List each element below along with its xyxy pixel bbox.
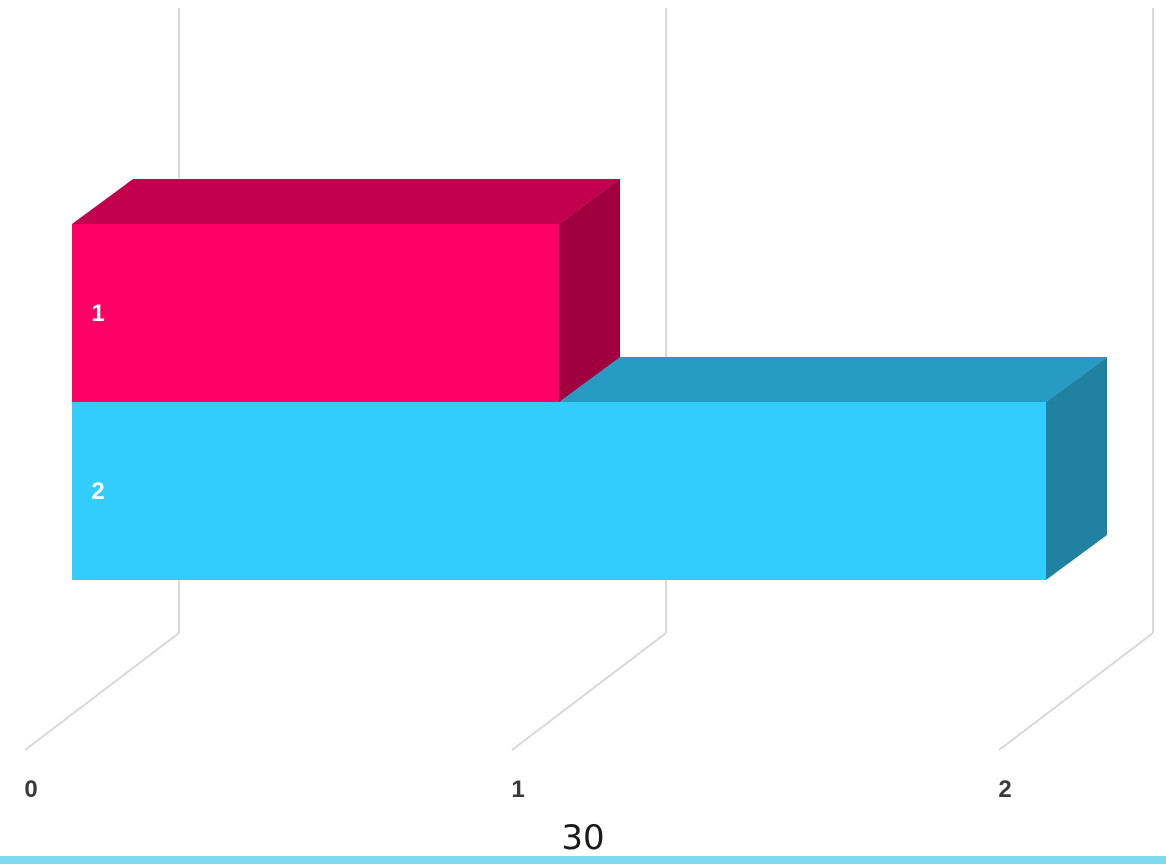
- bar-data-label-1: 2: [91, 478, 104, 505]
- x-axis-ticks: 0 1 2: [24, 776, 1011, 803]
- bar-1: [72, 179, 620, 402]
- x-tick-label-0: 0: [24, 776, 37, 803]
- footer-band: [0, 856, 1166, 864]
- x-tick-label-1: 1: [511, 776, 524, 803]
- bar-top-face-0: [72, 179, 620, 224]
- x-tick-label-2: 2: [998, 776, 1011, 803]
- bar-front-face-1: [72, 402, 1046, 580]
- gridline-floor-2: [998, 632, 1154, 751]
- gridline-floor-1: [511, 632, 667, 751]
- gridline-floor-0: [24, 632, 180, 751]
- bar-data-label-0: 1: [91, 300, 104, 327]
- bar-side-face-0: [559, 179, 620, 402]
- labels-layer: 21: [91, 300, 104, 505]
- bar-front-face-0: [72, 224, 559, 402]
- bars-layer: [72, 179, 1107, 580]
- bar-side-face-1: [1046, 357, 1107, 580]
- page-number: 30: [561, 818, 605, 858]
